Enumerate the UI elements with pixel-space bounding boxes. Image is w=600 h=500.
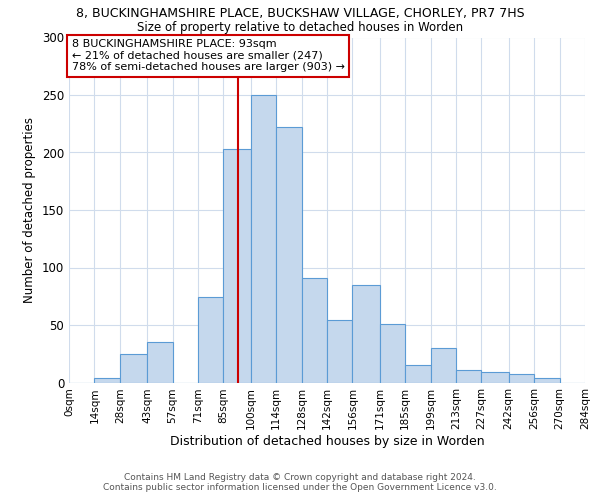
Bar	[198, 298, 223, 382]
Y-axis label: Number of detached properties: Number of detached properties	[23, 117, 37, 303]
Bar	[431, 348, 456, 382]
Bar	[456, 370, 481, 382]
Text: 8, BUCKINGHAMSHIRE PLACE, BUCKSHAW VILLAGE, CHORLEY, PR7 7HS: 8, BUCKINGHAMSHIRE PLACE, BUCKSHAW VILLA…	[76, 8, 524, 20]
Bar	[534, 378, 560, 382]
Bar	[276, 127, 302, 382]
Bar	[120, 354, 147, 382]
Bar	[94, 378, 120, 382]
Bar	[223, 149, 251, 382]
Bar	[251, 95, 276, 382]
Bar	[509, 374, 534, 382]
Bar	[302, 278, 327, 382]
Bar	[405, 365, 431, 382]
Text: Size of property relative to detached houses in Worden: Size of property relative to detached ho…	[137, 21, 463, 34]
Text: 8 BUCKINGHAMSHIRE PLACE: 93sqm
← 21% of detached houses are smaller (247)
78% of: 8 BUCKINGHAMSHIRE PLACE: 93sqm ← 21% of …	[71, 39, 344, 72]
Bar	[481, 372, 509, 382]
Bar	[380, 324, 405, 382]
Bar	[327, 320, 352, 382]
X-axis label: Distribution of detached houses by size in Worden: Distribution of detached houses by size …	[170, 435, 484, 448]
Text: Contains HM Land Registry data © Crown copyright and database right 2024.
Contai: Contains HM Land Registry data © Crown c…	[103, 473, 497, 492]
Bar	[352, 285, 380, 382]
Bar	[147, 342, 173, 382]
